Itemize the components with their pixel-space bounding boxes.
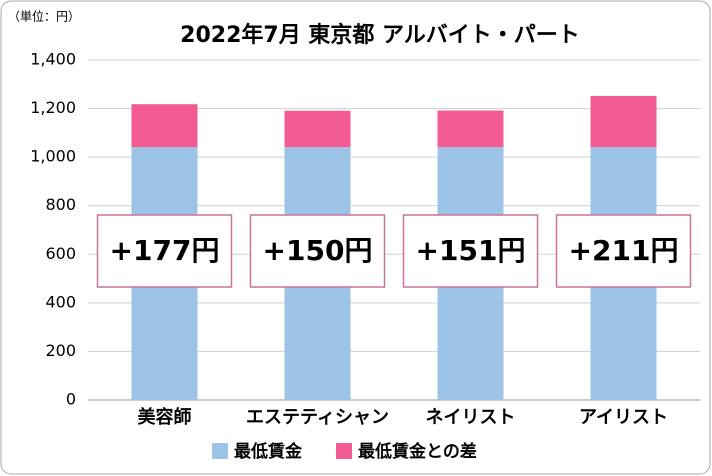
value-label-box [249,214,386,288]
y-tick-label: 1,200 [30,98,76,117]
x-tick-label: アイリスト [579,407,668,428]
value-label: +151円 [416,234,526,267]
legend-label: 最低賃金との差 [358,441,477,462]
bar-segment [590,95,657,148]
y-tick-label: 1,400 [30,50,76,69]
bar-segment [437,110,504,148]
value-label-box [402,214,539,288]
bar-segment [284,110,351,148]
y-tick-label: 200 [45,341,76,360]
x-tick-label: 美容師 [138,406,192,428]
unit-label: （単位：円） [8,9,80,24]
y-tick-label: 1,000 [30,147,76,166]
bar-segment [131,104,198,148]
chart-title: 2022年7月 東京都 アルバイト・パート [180,22,580,48]
y-tick-label: 400 [45,292,76,311]
value-label-box [96,214,233,288]
x-tick-label: エステティシャン [246,407,389,428]
legend-swatch [212,443,228,459]
value-label: +177円 [110,234,220,267]
x-tick-label: ネイリスト [426,407,516,428]
y-tick-label: 600 [45,244,76,263]
value-label: +150円 [263,234,373,267]
y-tick-label: 800 [45,195,76,214]
value-label-box [555,214,692,288]
legend-swatch [336,443,352,459]
y-tick-label: 0 [66,390,76,409]
value-label: +211円 [569,234,679,267]
legend-label: 最低賃金 [234,441,303,462]
